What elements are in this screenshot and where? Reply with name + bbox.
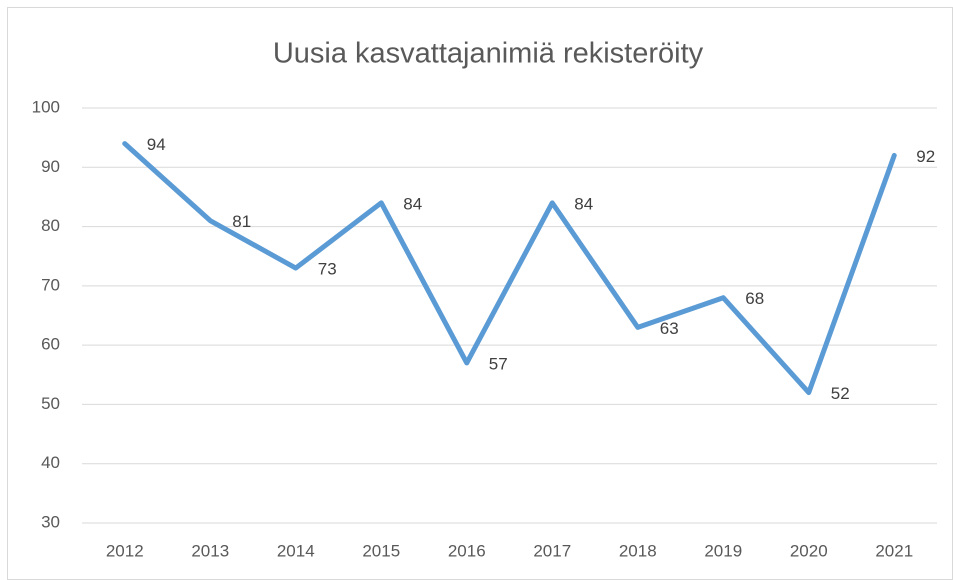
y-tick-label: 40 — [41, 453, 60, 472]
data-label: 68 — [745, 289, 764, 308]
x-tick-label: 2012 — [106, 541, 144, 560]
y-tick-label: 60 — [41, 335, 60, 354]
data-label: 52 — [831, 384, 850, 403]
data-label: 94 — [147, 135, 166, 154]
x-tick-label: 2015 — [362, 541, 400, 560]
x-tick-label: 2019 — [704, 541, 742, 560]
x-tick-label: 2014 — [277, 541, 315, 560]
data-label: 57 — [489, 354, 508, 373]
line — [122, 141, 897, 396]
data-label: 84 — [403, 194, 422, 213]
data-label: 73 — [318, 260, 337, 279]
x-tick-label: 2021 — [875, 541, 913, 560]
y-tick-label: 90 — [41, 157, 60, 176]
y-tick-label: 70 — [41, 275, 60, 294]
y-tick-label: 30 — [41, 512, 60, 531]
data-label: 63 — [660, 319, 679, 338]
chart-border — [7, 7, 953, 580]
x-tick-label: 2017 — [533, 541, 571, 560]
chart-title: Uusia kasvattajanimiä rekisteröity — [273, 38, 704, 70]
data-label: 84 — [574, 194, 593, 213]
x-tick-label: 2020 — [790, 541, 828, 560]
data-label: 92 — [916, 147, 935, 166]
y-tick-label: 50 — [41, 394, 60, 413]
data-label: 81 — [232, 212, 251, 231]
x-tick-label: 2018 — [619, 541, 657, 560]
x-tick-label: 2016 — [448, 541, 486, 560]
y-tick-label: 80 — [41, 216, 60, 235]
x-tick-label: 2013 — [191, 541, 229, 560]
y-tick-label: 100 — [32, 97, 60, 116]
